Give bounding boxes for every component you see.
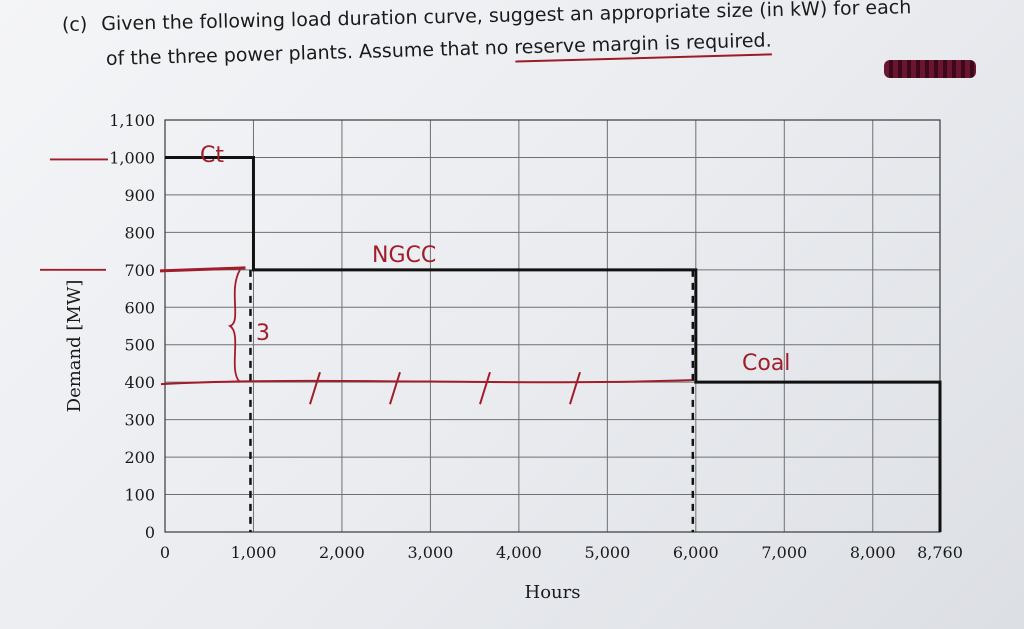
load-duration-curve <box>165 155 942 532</box>
points-badge <box>878 58 976 78</box>
annotation-ngcc: NGCC <box>372 243 436 268</box>
x-tick-label-9: 8,760 <box>917 543 963 562</box>
annotation-ct: Ct <box>200 143 224 168</box>
y-tick-label-10: 1,000 <box>109 148 155 167</box>
y-axis-title: Demand [MW] <box>64 280 85 413</box>
plot-frame <box>164 119 941 533</box>
y-axis-ticks: 0 100 200 300 400 500 600 700 800 900 1,000 1,100 <box>109 111 155 542</box>
y-tick-label-3: 300 <box>124 411 155 430</box>
hatch-mark-0 <box>309 371 321 405</box>
ngcc-level-stroke <box>159 266 246 273</box>
hatch-mark-2 <box>479 371 491 405</box>
y-tick-label-4: 400 <box>124 373 155 392</box>
y-tick-label-0: 0 <box>145 523 155 542</box>
y-tick-label-7: 700 <box>124 261 155 280</box>
x-tick-label-6: 6,000 <box>673 543 719 562</box>
y-tick-label-2: 200 <box>124 448 155 467</box>
y-tick-label-8: 800 <box>124 223 155 242</box>
x-tick-label-4: 4,000 <box>496 543 542 562</box>
x-tick-label-8: 8,000 <box>850 543 896 562</box>
x-tick-label-2: 2,000 <box>319 543 365 562</box>
series-line-0 <box>165 155 942 532</box>
x-tick-label-0: 0 <box>160 543 170 562</box>
y-tick-label-1: 100 <box>124 486 155 505</box>
annotation-coal: Coal <box>742 351 790 376</box>
x-axis-title: Hours <box>525 582 581 603</box>
bracket-mark <box>227 269 241 383</box>
x-tick-label-3: 3,000 <box>408 543 454 562</box>
hatch-mark-3 <box>569 371 581 405</box>
annotation-bracket-3: 3 <box>256 321 270 346</box>
y-tick-label-6: 600 <box>124 298 155 317</box>
y-tick-label-9: 900 <box>124 186 155 205</box>
x-axis-ticks: 0 1,000 2,000 3,000 4,000 5,000 6,000 7,000 8,00… <box>160 543 963 562</box>
x-tick-label-5: 5,000 <box>584 543 630 562</box>
y-tick-label-11: 1,100 <box>109 111 155 130</box>
hatch-mark-1 <box>389 371 401 405</box>
y-tick-label-5: 500 <box>124 336 155 355</box>
base-load-stroke <box>160 379 692 386</box>
chart-grid <box>164 119 941 533</box>
handwritten-annotations <box>40 158 695 532</box>
x-tick-label-7: 7,000 <box>761 543 807 562</box>
x-tick-label-1: 1,000 <box>231 543 277 562</box>
scribble-mark <box>884 59 976 78</box>
